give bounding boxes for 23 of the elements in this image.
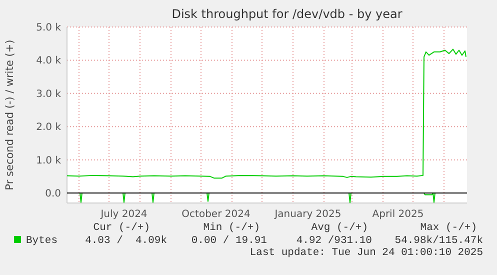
text: Max (-/+) — [420, 222, 477, 234]
text: Cur (-/+) — [93, 222, 150, 234]
y-tick-label: 3.0 k — [36, 88, 62, 100]
x-tick-label: July 2024 — [100, 209, 148, 220]
y-tick-label: 0.0 — [45, 188, 61, 200]
line-series — [66, 48, 466, 179]
chart-title: Disk throughput for /dev/vdb - by year — [172, 7, 402, 21]
text: 0.00 / 19.91 — [191, 235, 267, 247]
y-tick-label: 4.0 k — [36, 56, 62, 67]
y-tick-label: 2.0 k — [36, 122, 62, 134]
x-tick-label: January 2025 — [274, 209, 342, 220]
y-tick-label: 1.0 k — [36, 155, 62, 166]
text: Avg (-/+) — [311, 222, 368, 234]
text: 4.92 /931.10 — [296, 235, 372, 247]
y-tick-label: 5.0 k — [36, 22, 62, 34]
legend-label: Bytes — [26, 235, 58, 247]
text: Last update: Tue Jun 24 01:00:10 2025 — [250, 247, 483, 259]
text: Min (-/+) — [203, 222, 260, 234]
text: 54.98k/115.47k — [394, 235, 483, 247]
x-tick-label: April 2025 — [372, 209, 424, 220]
y-axis-title: Pr second read (-) / write (+) — [4, 40, 16, 190]
x-tick-label: October 2024 — [182, 209, 250, 220]
text: 4.03 / 4.09k — [85, 235, 167, 247]
